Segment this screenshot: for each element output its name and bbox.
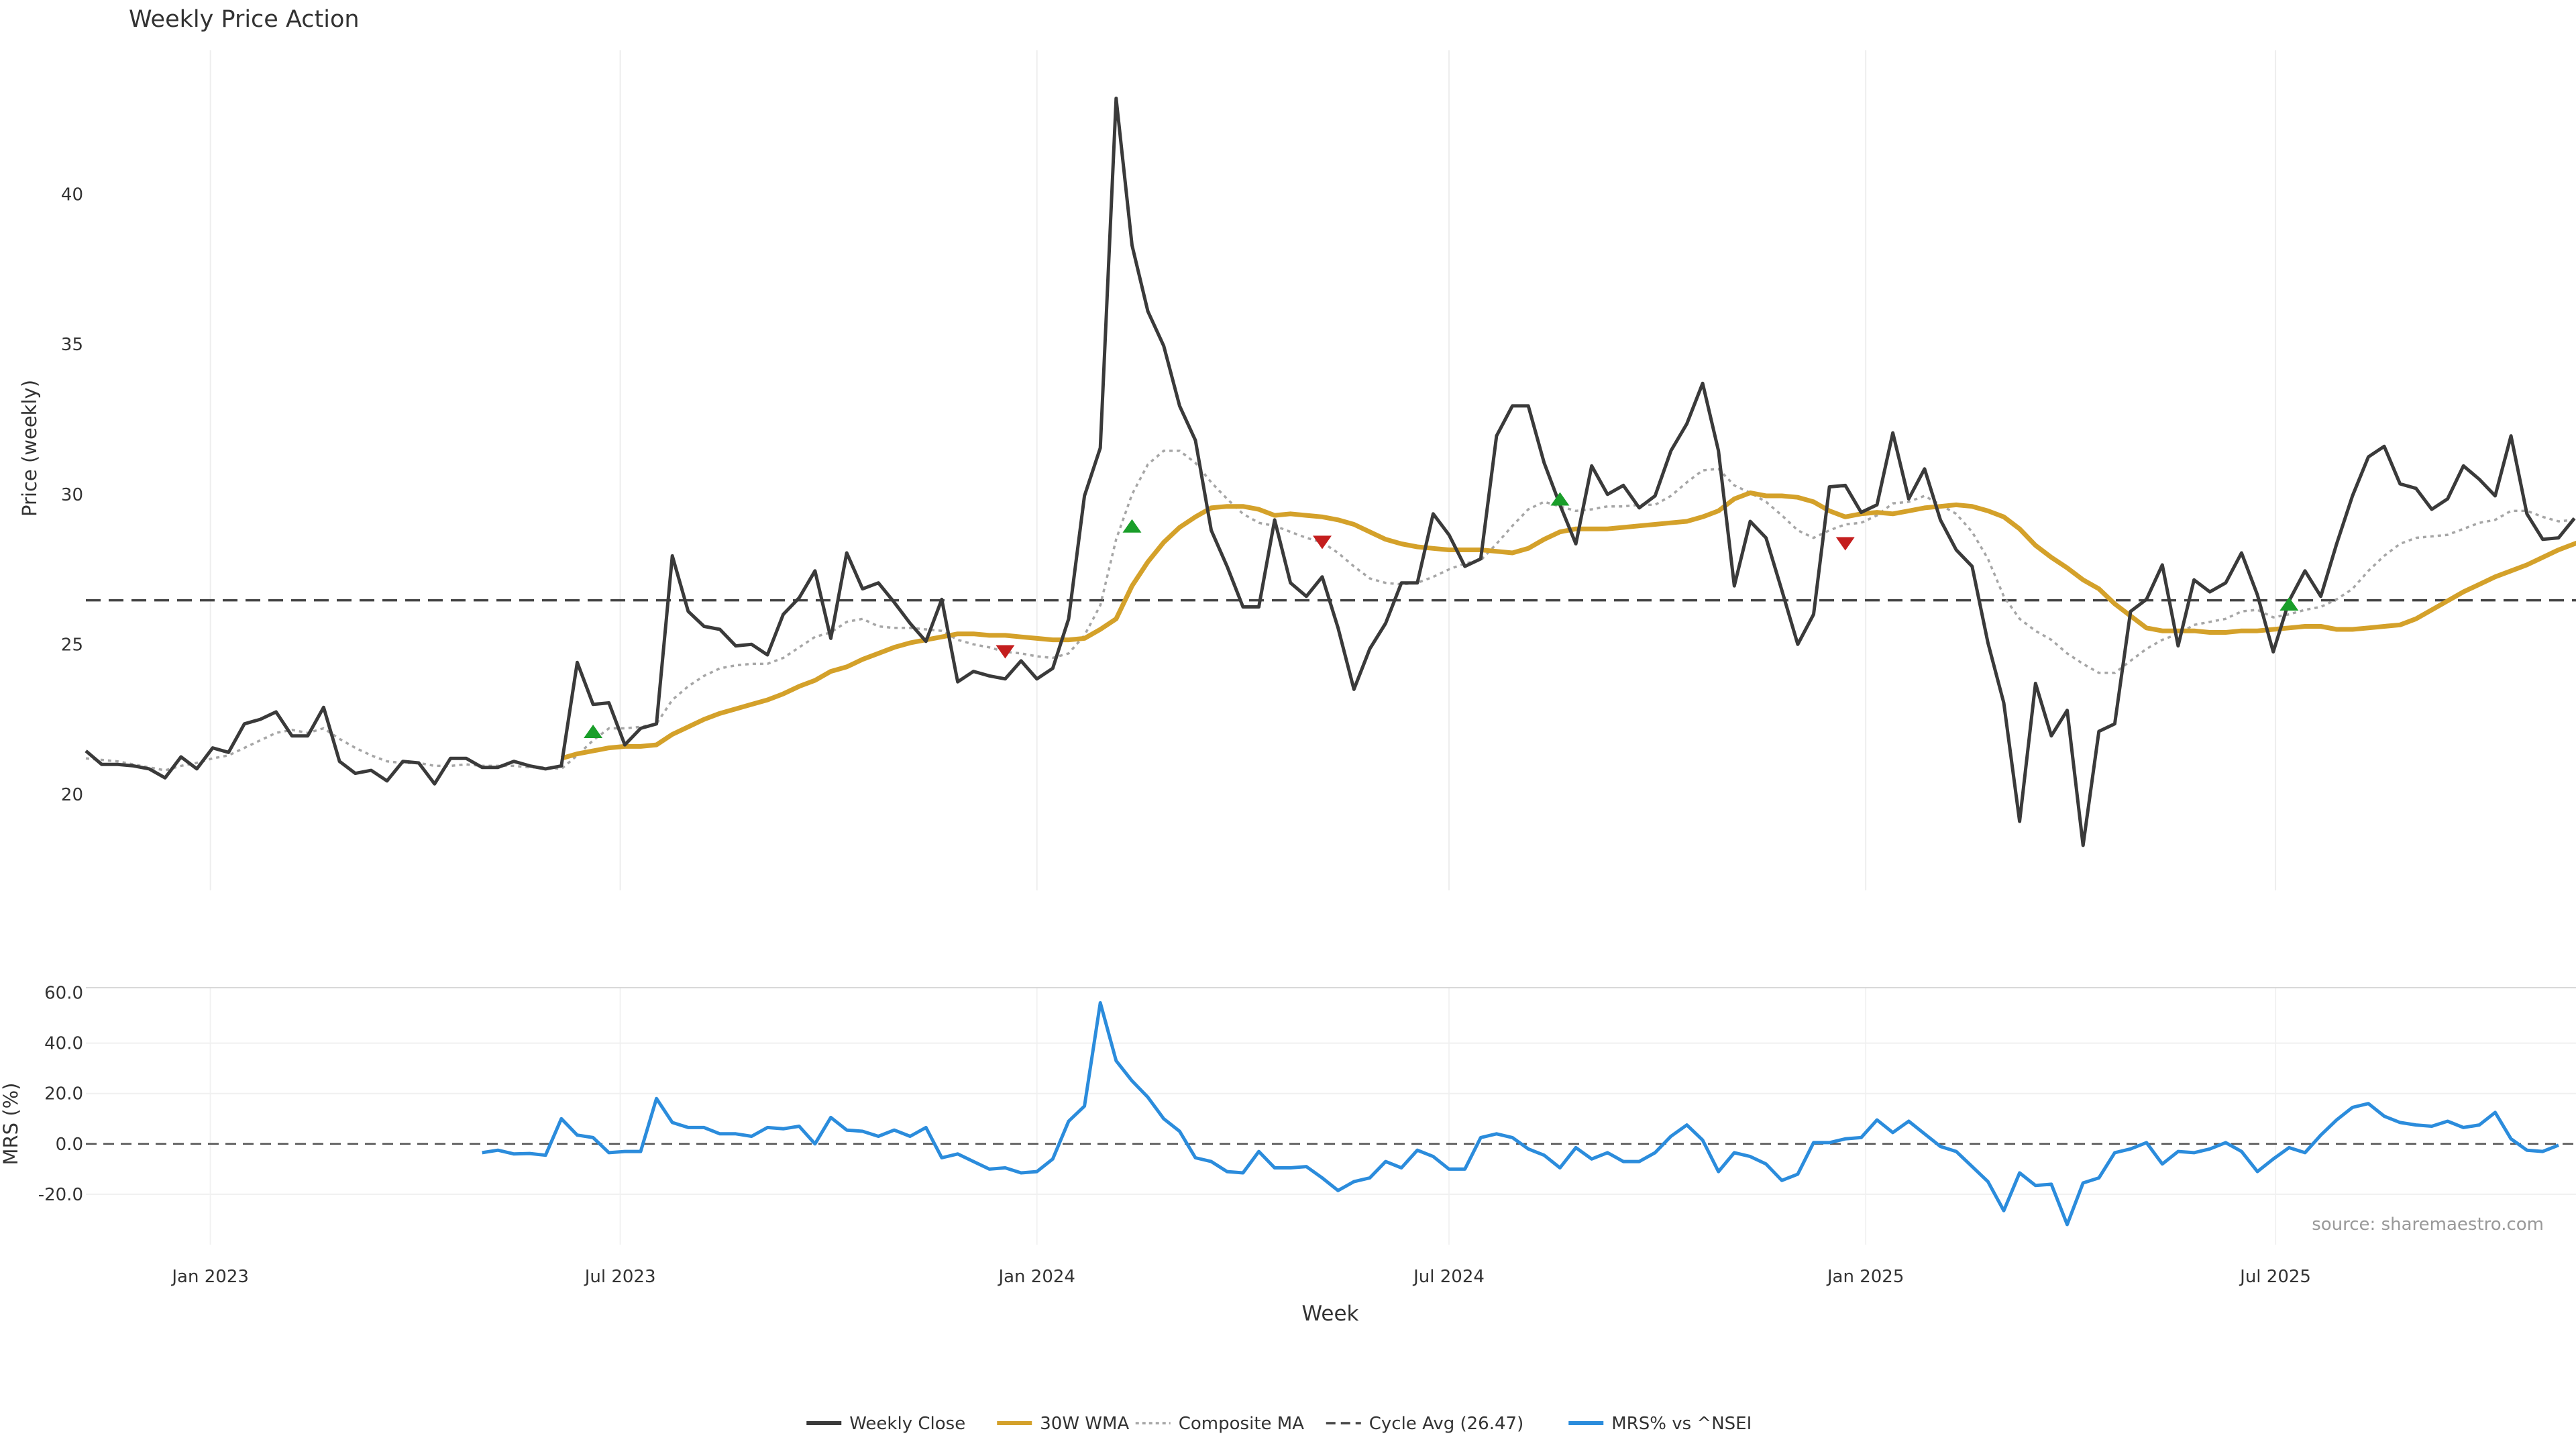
x-tick-label: Jan 2024 [997,1267,1075,1287]
sell-signal-marker [1313,535,1332,550]
price-y-tick-label: 25 [61,635,83,655]
legend: Weekly Close 30W WMA Composite MA Cycle Avg… [806,1414,1752,1434]
mrs-y-tick-label: 20.0 [44,1084,83,1104]
mrs-y-tick-label: -20.0 [38,1185,83,1205]
mrs-line [482,1001,2559,1227]
weekly-close-line [85,97,2576,847]
x-tick-label: Jan 2023 [170,1267,249,1287]
x-tick-label: Jul 2024 [1412,1267,1485,1287]
buy-signal-marker [584,725,603,739]
composite-ma-line [85,450,2575,772]
legend-label: Weekly Close [849,1414,965,1434]
x-axis-label: Week [1302,1302,1359,1326]
legend-label: 30W WMA [1040,1414,1129,1434]
mrs-panel: 60.0 40.0 20.0 0.0 -20.0 [38,984,2576,1245]
price-ylabel: Price (weekly) [18,380,41,517]
buy-signal-marker [1550,492,1570,506]
sell-signal-marker [1835,537,1855,551]
x-tick-label: Jan 2025 [1826,1267,1904,1287]
x-tick-label: Jul 2025 [2239,1267,2311,1287]
mrs-y-tick-label: 40.0 [44,1034,83,1054]
mrs-y-tick-label: 0.0 [56,1135,83,1155]
price-y-tick-label: 20 [61,785,83,805]
buy-signal-marker [1122,519,1142,533]
wma-30w-line [560,490,2576,761]
x-axis-ticks: Jan 2023 Jul 2023 Jan 2024 Jul 2024 Jan 2025… [170,1267,2311,1287]
buy-signal-marker [2279,597,2299,611]
price-panel: 20 25 30 35 40 [61,50,2576,890]
chart-title: Weekly Price Action [129,6,360,33]
sell-signal-marker [996,645,1015,659]
x-tick-label: Jul 2023 [584,1267,656,1287]
price-y-tick-label: 35 [61,335,83,355]
price-y-tick-label: 40 [61,185,83,205]
legend-label: MRS% vs ^NSEI [1611,1414,1752,1434]
mrs-ylabel: MRS (%) [0,1083,22,1165]
legend-label: Composite MA [1179,1414,1304,1434]
mrs-y-tick-label: 60.0 [44,984,83,1004]
legend-label: Cycle Avg (26.47) [1369,1414,1523,1434]
source-annotation: source: sharemaestro.com [2312,1214,2544,1235]
price-y-tick-label: 30 [61,485,83,505]
